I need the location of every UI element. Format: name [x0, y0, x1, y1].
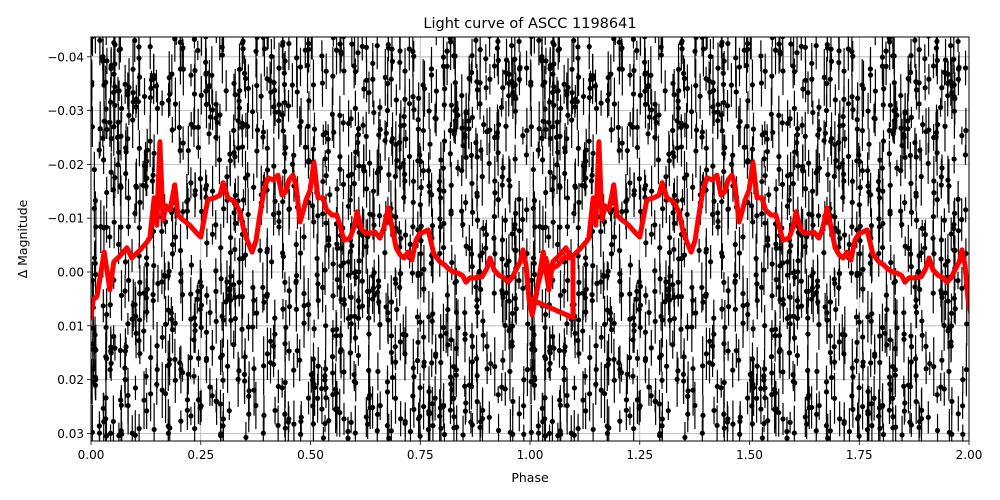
x-tick-label: 1.25	[626, 448, 653, 462]
y-tick-label: −0.04	[47, 50, 84, 64]
x-tick-label: 0.00	[78, 448, 105, 462]
x-tick-label: 1.50	[736, 448, 763, 462]
x-tick-label: 2.00	[956, 448, 983, 462]
y-tick-label: 0.00	[57, 266, 84, 280]
y-tick-label: 0.03	[57, 427, 84, 441]
y-axis-ticks: −0.04 −0.03 −0.02 −0.01 0.00 0.01 0.02 0.03	[47, 50, 91, 441]
y-tick-label: 0.02	[57, 373, 84, 387]
observation-points	[91, 37, 969, 441]
x-tick-label: 0.50	[297, 448, 324, 462]
y-tick-label: −0.02	[47, 158, 84, 172]
y-tick-label: −0.03	[47, 104, 84, 118]
x-tick-label: 1.75	[846, 448, 873, 462]
y-tick-label: 0.01	[57, 319, 84, 333]
model-curve	[91, 139, 969, 321]
y-axis-label: Δ Magnitude	[15, 199, 30, 278]
x-axis-ticks: 0.00 0.25 0.50 0.75 1.00 1.25 1.50 1.75 2.00	[78, 441, 983, 462]
x-axis-label: Phase	[511, 470, 549, 485]
y-tick-label: −0.01	[47, 212, 84, 226]
x-tick-label: 1.00	[517, 448, 544, 462]
x-tick-label: 0.75	[407, 448, 434, 462]
x-tick-label: 0.25	[187, 448, 214, 462]
chart-title: Light curve of ASCC 1198641	[423, 16, 636, 32]
